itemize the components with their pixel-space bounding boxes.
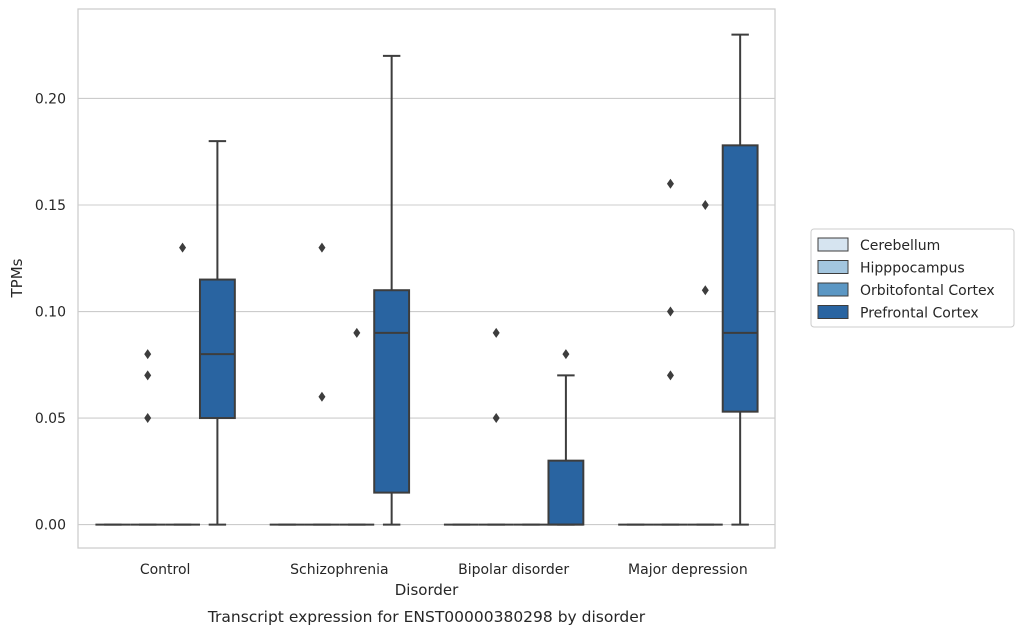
x-axis-label: Disorder — [395, 581, 459, 599]
outlier-point — [318, 242, 326, 253]
legend-label: Hipppocampus — [860, 261, 965, 277]
legend-swatch — [817, 305, 849, 319]
y-tick-label: 0.15 — [35, 198, 66, 214]
box-body — [198, 278, 236, 420]
plot-area — [78, 9, 775, 548]
outlier-point — [666, 306, 674, 317]
x-tick-label: Bipolar disorder — [458, 562, 569, 578]
outlier-point — [492, 413, 500, 424]
box-1-2 — [339, 327, 375, 526]
legend-swatch — [817, 237, 849, 252]
box-3-3 — [721, 33, 759, 526]
outlier-point — [562, 349, 570, 360]
legend-label: Orbitofontal Cortex — [860, 283, 995, 299]
box-0-1 — [130, 349, 166, 526]
box-1-1 — [304, 242, 340, 526]
legend-label: Cerebellum — [860, 238, 940, 254]
x-tick-label: Schizophrenia — [290, 562, 388, 578]
box-2-1 — [478, 327, 514, 526]
outlier-point — [144, 413, 152, 424]
y-tick-label: 0.20 — [35, 91, 66, 107]
box-layer — [95, 33, 759, 526]
chart-caption: Transcript expression for ENST0000038029… — [207, 608, 646, 626]
y-tick-label: 0.10 — [35, 305, 66, 321]
x-tick-labels: Control Schizophrenia Bipolar disorder Majo… — [140, 562, 748, 578]
legend-swatch — [817, 260, 849, 274]
y-tick-label: 0.05 — [35, 411, 66, 427]
outlier-point — [318, 391, 326, 402]
x-tick-label: Major depression — [628, 562, 748, 578]
outlier-point — [179, 242, 187, 253]
box-body — [373, 289, 411, 494]
outlier-point — [144, 349, 152, 360]
outlier-point — [701, 200, 709, 210]
outlier-point — [666, 370, 674, 381]
outlier-point — [144, 370, 152, 381]
box-body — [547, 459, 585, 526]
outlier-point — [492, 327, 500, 338]
plot-frame — [77, 8, 776, 549]
outlier-point — [666, 178, 674, 189]
outlier-point — [701, 285, 709, 296]
box-0-2 — [165, 242, 200, 526]
box-0-3 — [198, 140, 236, 526]
y-tick-labels: 0.00 0.05 0.10 0.15 0.20 — [35, 91, 66, 533]
legend-frame — [810, 228, 1015, 328]
box-body — [721, 144, 759, 413]
box-3-2 — [687, 200, 723, 526]
outlier-point — [353, 327, 361, 338]
y-axis-label: TPMs — [8, 258, 26, 298]
box-1-3 — [373, 54, 411, 526]
y-tick-label: 0.00 — [35, 518, 66, 534]
legend-label: Prefrontal Cortex — [860, 306, 979, 322]
box-3-1 — [653, 178, 688, 526]
x-tick-label: Control — [140, 562, 191, 578]
legend-swatch — [817, 282, 849, 297]
legend: Cerebellum Hipppocampus Orbitofontal Corte… — [810, 228, 1015, 328]
box-2-3 — [547, 349, 585, 526]
